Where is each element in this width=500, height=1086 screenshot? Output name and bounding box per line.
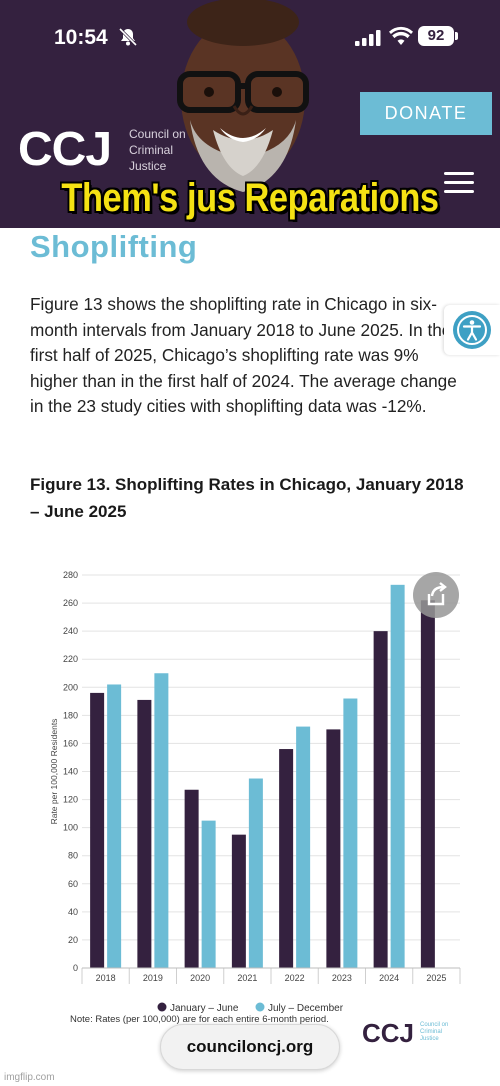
imgflip-watermark: imgflip.com [4,1072,55,1083]
ccj-logo-subtitle: Council on Criminal Justice [129,127,186,173]
y-tick-label: 0 [73,963,78,973]
legend-label: January – June [170,1003,239,1014]
site-header: 10:54 92 DONATE CCJ Council on Criminal … [0,0,500,228]
section-title: Shoplifting [30,229,198,264]
article-paragraph: Figure 13 shows the shoplifting rate in … [30,294,457,416]
browser-url-bar[interactable]: counciloncj.org [160,1024,340,1070]
bar-2024-h1 [373,631,388,968]
x-tick-label: 2024 [379,973,399,983]
meme-caption: Them's jus Reparations [61,176,439,220]
y-tick-label: 20 [68,935,78,945]
legend-label: July – December [268,1003,344,1014]
x-tick-label: 2020 [190,973,210,983]
y-tick-label: 260 [63,598,78,608]
x-tick-label: 2021 [237,973,257,983]
figure-title: Figure 13. Shoplifting Rates in Chicago,… [30,475,464,521]
bar-2018-h1 [90,692,105,968]
x-tick-label: 2022 [285,973,305,983]
bar-2025-h1 [420,600,435,968]
y-tick-label: 100 [63,823,78,833]
bell-slash-icon [118,27,138,47]
y-tick-label: 160 [63,738,78,748]
chart-ccj-logo: CCJ [362,1018,415,1048]
bar-2020-h1 [184,789,199,968]
y-tick-label: 140 [63,767,78,777]
chart-svg: 0 20 40 60 80 100 120 140 160 180 200 220 240 260 280 R… [49,570,461,1014]
y-tick-label: 180 [63,710,78,720]
bar-2020-h2 [201,820,216,968]
bar-2022-h2 [296,726,311,968]
ccj-logo[interactable]: CCJ [18,123,112,176]
x-tick-label: 2019 [143,973,163,983]
donate-button[interactable]: DONATE [360,92,492,135]
bar-2021-h1 [231,834,246,968]
bar-2018-h2 [107,684,122,968]
y-tick-label: 240 [63,626,78,636]
cellular-signal-icon [355,30,381,46]
portrait-photo [177,0,309,192]
shoplifting-chart: 0 20 40 60 80 100 120 140 160 180 200 220 240 260 280 R… [40,560,470,1030]
chart-note: Note: Rates (per 100,000) are for each e… [70,1014,329,1025]
share-icon [427,582,447,606]
y-tick-label: 40 [68,907,78,917]
y-tick-label: 60 [68,879,78,889]
share-button[interactable] [413,572,459,618]
chart-ccj-logo-subtitle: Council on Criminal Justice [420,1022,449,1042]
y-tick-label: 120 [63,795,78,805]
x-tick-label: 2023 [332,973,352,983]
x-tick-label: 2025 [426,973,446,983]
y-tick-label: 80 [68,851,78,861]
bar-2024-h2 [390,584,405,968]
y-tick-label: 280 [63,570,78,580]
hamburger-menu-icon[interactable] [444,172,474,196]
y-tick-label: 200 [63,682,78,692]
y-axis-label: Rate per 100,000 Residents [49,719,59,825]
accessibility-icon [453,311,491,349]
legend-swatch [255,1002,265,1012]
bar-2019-h2 [154,673,169,968]
bar-2021-h2 [248,778,263,968]
wifi-icon [389,26,413,45]
y-tick-label: 220 [63,654,78,664]
bar-2019-h1 [137,699,152,968]
battery-icon: 92 [418,26,458,46]
bar-2023-h1 [326,729,341,968]
legend-swatch [157,1002,167,1012]
x-tick-label: 2018 [96,973,116,983]
bar-2022-h1 [279,749,294,968]
status-time: 10:54 [54,26,108,49]
bar-2023-h2 [343,698,358,968]
accessibility-button[interactable] [444,305,500,355]
